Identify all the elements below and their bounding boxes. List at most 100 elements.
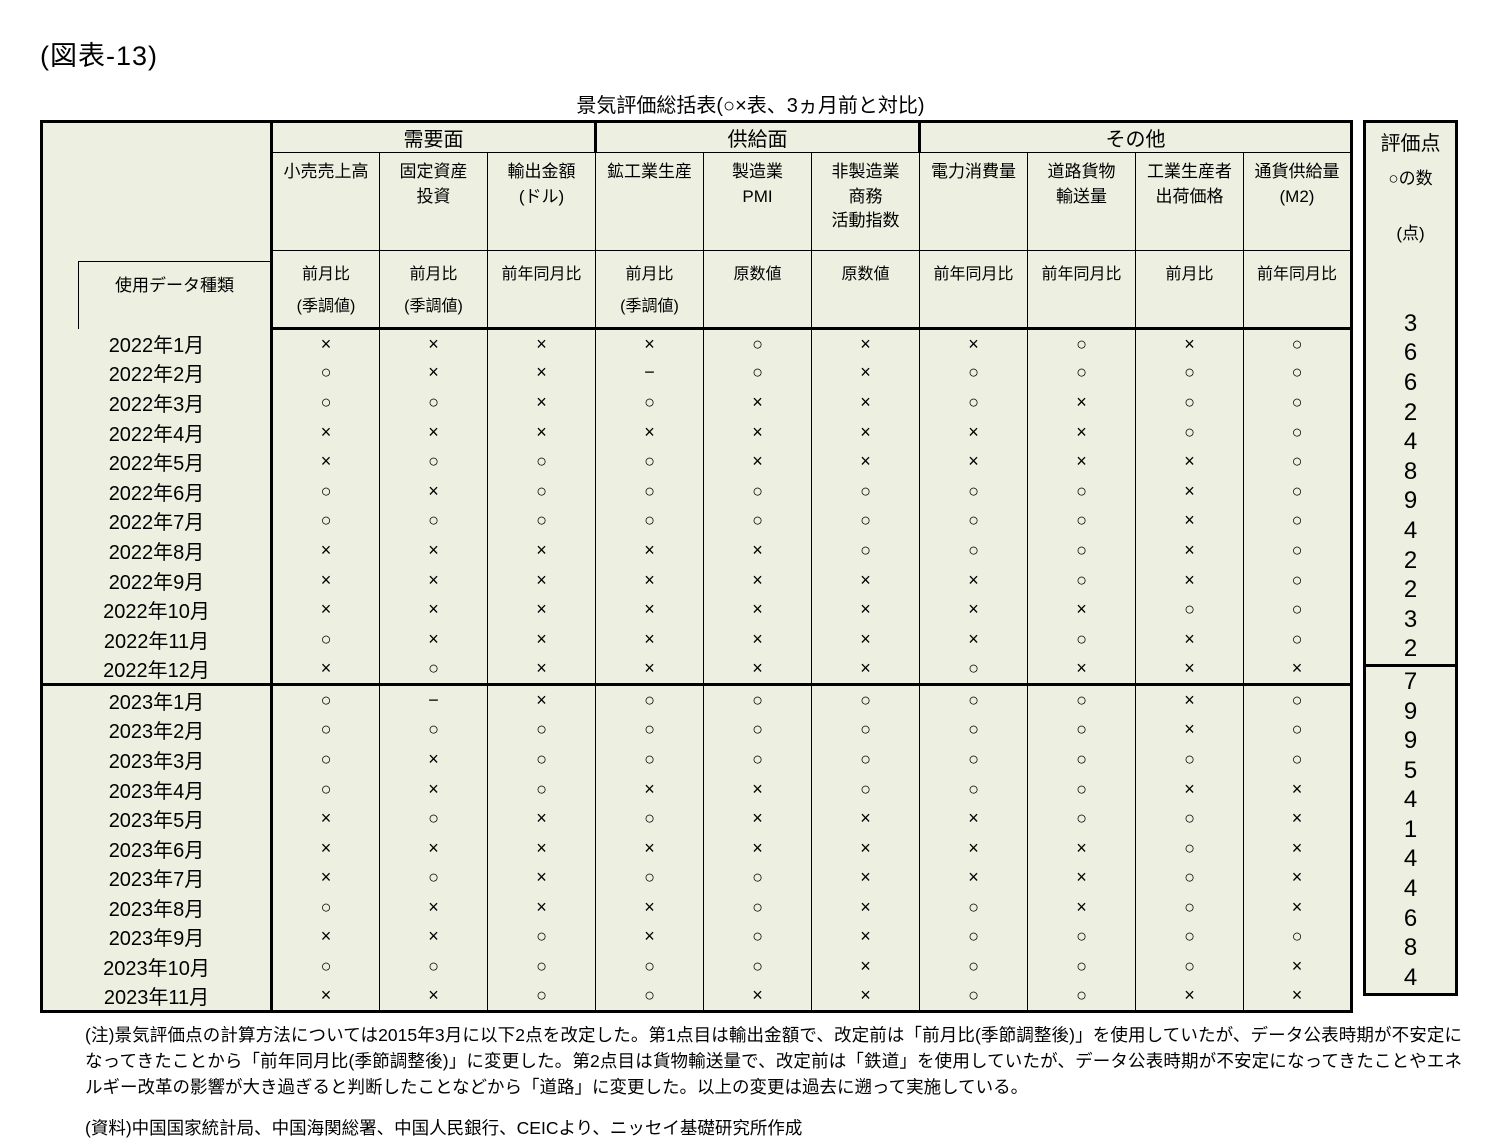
- mark-circle: ○: [379, 654, 488, 685]
- table-row: 2023年7月 × ○ × ○ ○ × × × ○ ×: [41, 863, 1352, 893]
- mark-circle: ○: [919, 774, 1028, 804]
- column-header-nonmanufacturing-index: 非製造業 商務 活動指数: [811, 152, 920, 251]
- mark-circle: ○: [487, 774, 596, 804]
- mark-circle: ○: [595, 863, 704, 893]
- month-label: 2023年3月: [41, 744, 273, 775]
- table-row: 2023年4月 ○ × ○ × × ○ ○ ○ × ×: [41, 774, 1352, 804]
- mark-circle: ○: [595, 506, 704, 536]
- mark-cross: ×: [271, 654, 380, 685]
- mark-cross: ×: [379, 833, 488, 863]
- mark-circle: ○: [487, 922, 596, 952]
- mark-cross: ×: [271, 863, 380, 893]
- mark-cross: ×: [811, 654, 920, 685]
- mark-circle: ○: [1027, 803, 1136, 834]
- mark-cross: ×: [919, 565, 1028, 595]
- table-row: 2022年7月 ○ ○ ○ ○ ○ ○ ○ ○ × ○: [41, 506, 1352, 536]
- mark-circle: ○: [703, 744, 812, 775]
- mark-circle: ○: [919, 892, 1028, 923]
- mark-circle: ○: [271, 951, 380, 982]
- month-label: 2022年9月: [41, 565, 273, 595]
- month-label: 2022年1月: [41, 328, 273, 359]
- mark-cross: ×: [271, 833, 380, 863]
- mark-cross: ×: [1027, 417, 1136, 447]
- mark-cross: ×: [811, 565, 920, 595]
- mark-circle: ○: [919, 683, 1028, 716]
- data-type-electricity-consumption: 前年同月比: [919, 250, 1028, 330]
- mark-cross: ×: [919, 417, 1028, 447]
- mark-cross: ×: [487, 833, 596, 863]
- mark-cross: ×: [1243, 833, 1352, 863]
- table-row: 2023年5月 × ○ × ○ × × × ○ ○ ×: [41, 803, 1352, 834]
- mark-circle: ○: [1243, 922, 1352, 952]
- mark-circle: ○: [487, 506, 596, 536]
- mark-circle: ○: [1135, 358, 1244, 388]
- mark-circle: ○: [1027, 774, 1136, 804]
- mark-circle: ○: [1027, 328, 1136, 359]
- mark-circle: ○: [1027, 683, 1136, 716]
- mark-cross: ×: [487, 683, 596, 716]
- mark-circle: ○: [1243, 683, 1352, 716]
- column-header-fixed-asset-investment: 固定資産 投資: [379, 152, 488, 251]
- mark-cross: ×: [379, 417, 488, 447]
- month-label: 2022年5月: [41, 446, 273, 477]
- table-row: 2022年4月 × × × × × × × × ○ ○: [41, 417, 1352, 447]
- group-header-demand: 需要面: [270, 121, 596, 153]
- mark-cross: ×: [595, 922, 704, 952]
- mark-circle: ○: [379, 803, 488, 834]
- mark-cross: ×: [1135, 476, 1244, 507]
- mark-circle: ○: [487, 744, 596, 775]
- mark-cross: ×: [379, 358, 488, 388]
- mark-cross: ×: [379, 594, 488, 625]
- mark-cross: ×: [595, 535, 704, 566]
- table-row: 2023年2月 ○ ○ ○ ○ ○ ○ ○ ○ × ○: [41, 715, 1352, 745]
- mark-circle: ○: [1243, 476, 1352, 507]
- mark-cross: ×: [703, 387, 812, 418]
- mark-cross: ×: [703, 654, 812, 685]
- mark-cross: ×: [1243, 981, 1352, 1012]
- mark-cross: ×: [1027, 863, 1136, 893]
- month-label: 2022年10月: [41, 594, 273, 625]
- mark-circle: ○: [271, 683, 380, 716]
- mark-circle: ○: [487, 446, 596, 477]
- mark-circle: ○: [919, 922, 1028, 952]
- mark-circle: ○: [919, 358, 1028, 388]
- mark-cross: ×: [811, 358, 920, 388]
- mark-circle: ○: [1243, 565, 1352, 595]
- mark-circle: ○: [811, 506, 920, 536]
- mark-cross: ×: [1135, 506, 1244, 536]
- month-label: 2023年11月: [41, 981, 273, 1012]
- score-value: 4: [1403, 845, 1418, 873]
- mark-circle: ○: [1135, 803, 1244, 834]
- mark-cross: ×: [703, 446, 812, 477]
- month-label: 2023年1月: [41, 683, 273, 716]
- mark-circle: ○: [1135, 951, 1244, 982]
- evaluation-table: 使用データ種類 需要面 供給面 その他 小売売上高 固定資産 投資 輸出金額 (…: [40, 120, 1353, 1014]
- column-header-electricity-consumption: 電力消費量: [919, 152, 1028, 251]
- mark-cross: ×: [595, 328, 704, 359]
- source-text: (資料)中国国家統計局、中国海関総署、中国人民銀行、CEICより、ニッセイ基礎研…: [85, 1117, 803, 1138]
- mark-cross: ×: [1135, 683, 1244, 716]
- mark-circle: ○: [703, 922, 812, 952]
- mark-circle: ○: [1243, 328, 1352, 359]
- mark-cross: ×: [811, 833, 920, 863]
- mark-circle: ○: [595, 981, 704, 1012]
- mark-cross: ×: [1135, 654, 1244, 685]
- mark-circle: ○: [1027, 565, 1136, 595]
- mark-cross: ×: [703, 803, 812, 834]
- month-label: 2023年6月: [41, 833, 273, 863]
- mark-circle: ○: [271, 744, 380, 775]
- month-label: 2022年12月: [41, 654, 273, 685]
- table-row: 2022年1月 × × × × ○ × × ○ × ○: [41, 328, 1352, 359]
- mark-circle: ○: [1243, 387, 1352, 418]
- mark-cross: ×: [271, 803, 380, 834]
- figure-label: (図表-13): [40, 41, 159, 71]
- data-type-manufacturing-pmi: 原数値: [703, 250, 812, 330]
- month-label: 2023年7月: [41, 863, 273, 893]
- mark-circle: ○: [1135, 922, 1244, 952]
- mark-cross: ×: [595, 774, 704, 804]
- mark-circle: ○: [919, 981, 1028, 1012]
- mark-dash: −: [379, 683, 488, 716]
- month-label: 2022年4月: [41, 417, 273, 447]
